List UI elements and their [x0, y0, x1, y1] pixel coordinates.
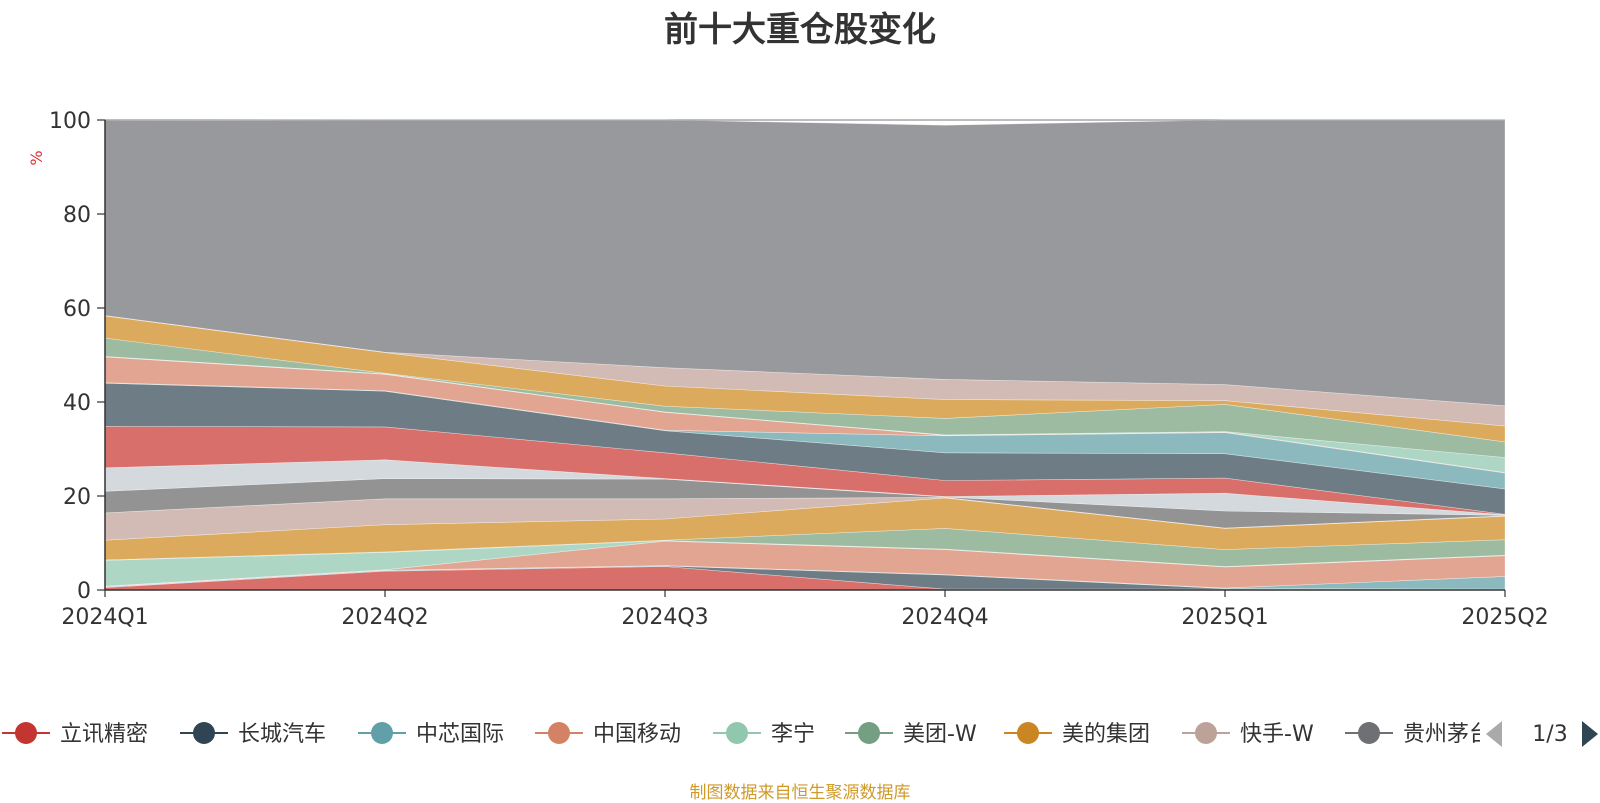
legend-dot-icon: [726, 722, 748, 744]
legend-item-美的集团[interactable]: 美的集团: [1004, 722, 1150, 747]
y-tick-label: 100: [49, 109, 91, 134]
legend-item-贵州茅台[interactable]: 贵州茅台: [1345, 722, 1491, 747]
legend-item-快手-W[interactable]: 快手-W: [1182, 722, 1314, 747]
legend-item-立讯精密[interactable]: 立讯精密: [2, 722, 148, 747]
x-tick-label: 2024Q2: [341, 605, 428, 630]
legend-label: 中国移动: [593, 722, 681, 747]
legend-dot-icon: [858, 722, 880, 744]
legend-item-美团-W[interactable]: 美团-W: [845, 722, 977, 747]
legend-label: 快手-W: [1240, 722, 1314, 747]
x-tick-label: 2025Q1: [1181, 605, 1268, 630]
source-note: 制图数据来自恒生聚源数据库: [689, 783, 911, 803]
legend-label: 李宁: [771, 722, 815, 747]
legend-dot-icon: [1017, 722, 1039, 744]
axes: 0 20 40 60 80 100 2024Q1 2024Q2 2024Q3 2024Q4 2025…: [49, 109, 1549, 630]
legend-next-page-icon[interactable]: [1582, 721, 1598, 747]
legend-item-长城汽车[interactable]: 长城汽车: [180, 722, 326, 747]
legend[interactable]: 立讯精密 长城汽车 中芯国际 中国移动 李宁 美团-W 美的集团 快手-W 贵州茅台 1/3: [2, 713, 1600, 753]
legend-dot-icon: [193, 722, 215, 744]
y-tick-label: 80: [63, 203, 91, 228]
area-series-group: [104, 119, 1506, 591]
legend-item-中国移动[interactable]: 中国移动: [535, 722, 681, 747]
y-axis-label: %: [27, 150, 46, 165]
legend-item-中芯国际[interactable]: 中芯国际: [358, 722, 504, 747]
legend-prev-page-icon[interactable]: [1486, 721, 1502, 747]
legend-dot-icon: [1358, 722, 1380, 744]
legend-label: 立讯精密: [60, 722, 148, 747]
x-tick-label: 2024Q1: [61, 605, 148, 630]
legend-label: 贵州茅台: [1403, 722, 1491, 747]
y-tick-label: 0: [77, 579, 91, 604]
legend-dot-icon: [548, 722, 570, 744]
legend-dot-icon: [15, 722, 37, 744]
legend-label: 美的集团: [1062, 722, 1150, 747]
legend-item-李宁[interactable]: 李宁: [713, 722, 815, 747]
x-tick-label: 2025Q2: [1461, 605, 1548, 630]
chart-title: 前十大重仓股变化: [664, 10, 936, 50]
area-series-其他[interactable]: [104, 119, 1506, 407]
x-tick-label: 2024Q4: [901, 605, 988, 630]
legend-label: 长城汽车: [238, 722, 326, 747]
legend-label: 中芯国际: [416, 722, 504, 747]
y-tick-label: 60: [63, 297, 91, 322]
legend-page-indicator: 1/3: [1532, 722, 1567, 747]
legend-label: 美团-W: [903, 722, 977, 747]
y-tick-label: 20: [63, 485, 91, 510]
legend-dot-icon: [1195, 722, 1217, 744]
y-tick-label: 40: [63, 391, 91, 416]
x-tick-label: 2024Q3: [621, 605, 708, 630]
legend-dot-icon: [371, 722, 393, 744]
